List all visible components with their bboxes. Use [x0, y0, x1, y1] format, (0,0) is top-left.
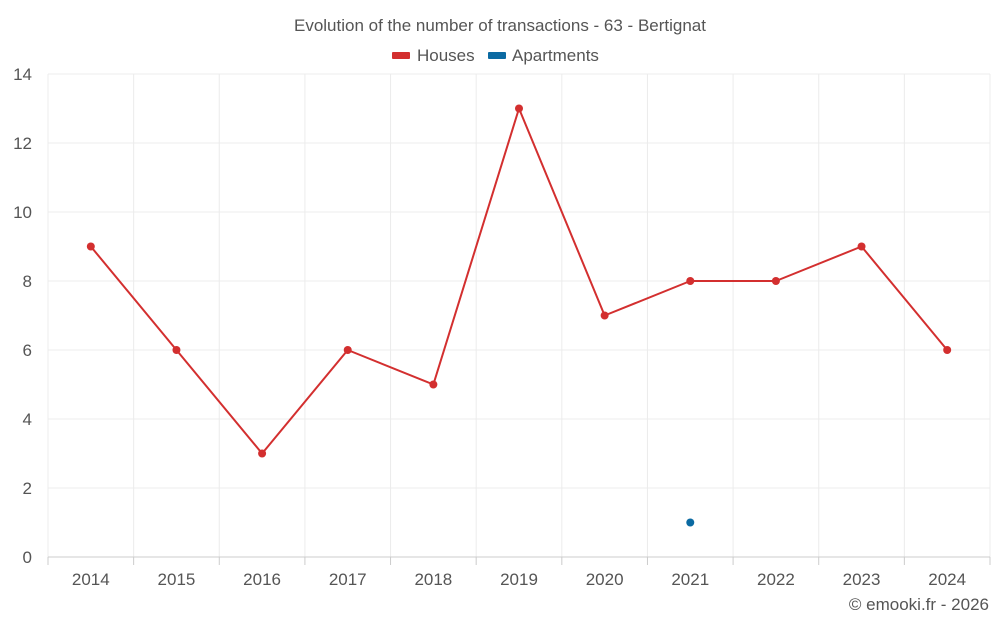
x-tick-label: 2017 [329, 570, 367, 589]
legend-swatch-apartments [488, 52, 506, 59]
x-tick-label: 2016 [243, 570, 281, 589]
data-point-houses[interactable] [172, 346, 181, 354]
y-tick-label: 14 [13, 65, 32, 84]
legend-label-apartments: Apartments [512, 46, 599, 65]
x-tick-label: 2022 [757, 570, 795, 589]
y-tick-label: 12 [13, 134, 32, 153]
data-point-apartments[interactable] [686, 518, 695, 527]
credit-text: © emooki.fr - 2026 [849, 595, 989, 614]
legend-swatch-houses [392, 52, 410, 59]
data-point-houses[interactable] [258, 449, 267, 458]
legend: Houses Apartments [392, 46, 599, 65]
data-point-houses[interactable] [857, 242, 866, 251]
data-point-houses[interactable] [600, 311, 609, 320]
data-point-houses[interactable] [943, 346, 952, 354]
data-point-houses[interactable] [515, 104, 523, 113]
x-tick-label: 2024 [928, 570, 966, 589]
y-tick-label: 6 [23, 341, 32, 360]
x-axis: 2014 2015 2016 2017 2018 2019 2020 2021 2022 2023… [47, 556, 991, 589]
data-point-houses[interactable] [686, 277, 695, 285]
legend-label-houses: Houses [417, 46, 475, 65]
data-point-houses[interactable] [343, 346, 352, 354]
y-tick-label: 2 [23, 479, 32, 498]
x-tick-label: 2020 [586, 570, 624, 589]
x-tick-label: 2021 [671, 570, 709, 589]
legend-item-apartments[interactable]: Apartments [488, 46, 599, 65]
x-tick-label: 2014 [72, 570, 110, 589]
y-axis: 0 2 4 6 8 10 12 14 [13, 65, 32, 567]
chart-title: Evolution of the number of transactions … [294, 16, 706, 35]
data-point-houses[interactable] [86, 242, 95, 251]
x-tick-label: 2018 [414, 570, 452, 589]
y-tick-label: 0 [23, 548, 32, 567]
y-tick-label: 10 [13, 203, 32, 222]
y-tick-label: 8 [23, 272, 32, 291]
x-tick-label: 2015 [158, 570, 196, 589]
x-tick-label: 2023 [843, 570, 881, 589]
y-tick-label: 4 [23, 410, 32, 429]
grid [47, 73, 991, 558]
data-point-houses[interactable] [771, 277, 780, 285]
series-layer [86, 104, 952, 527]
x-tick-label: 2019 [500, 570, 538, 589]
legend-item-houses[interactable]: Houses [392, 46, 475, 65]
data-point-houses[interactable] [429, 380, 438, 389]
